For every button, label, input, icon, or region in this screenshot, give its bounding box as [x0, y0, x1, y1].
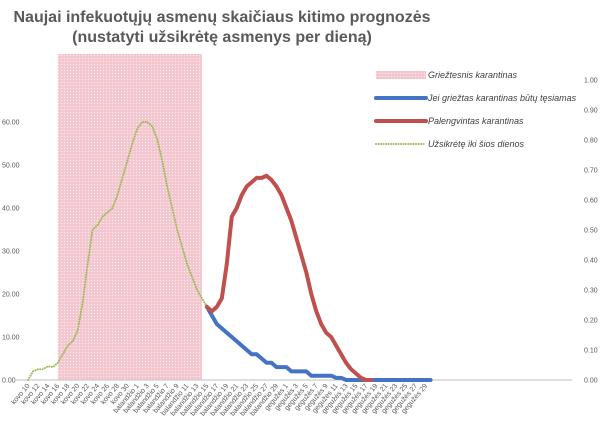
y2-tick-label: 0.90	[584, 108, 598, 115]
chart-title: Naujai infekuotųjų asmenų skaičiaus kiti…	[14, 9, 431, 46]
y2-tick-label: 0.70	[584, 168, 598, 175]
legend-swatch	[376, 71, 426, 79]
title-line-1: Naujai infekuotųjų asmenų skaičiaus kiti…	[14, 9, 431, 26]
quarantine-shaded-area	[57, 54, 202, 380]
y2-tick-label: 0.50	[584, 228, 598, 235]
y-tick-label: 60.00	[2, 120, 20, 127]
y-tick-label: 50.00	[2, 163, 20, 170]
series-layer	[27, 121, 433, 382]
y-tick-label: 40.00	[2, 206, 20, 213]
y2-tick-label: 0.30	[584, 288, 598, 295]
legend-label: Griežtesnis karantinas	[428, 70, 518, 80]
y-axis-right: 0.00 0.10 0.20 0.30 0.40 0.50 0.60 0.70 0.80 0.90…	[584, 78, 598, 385]
y2-tick-label: 0.20	[584, 318, 598, 325]
y-tick-label: 30.00	[2, 249, 20, 256]
y2-tick-label: 1.00	[584, 78, 598, 85]
series-line	[27, 121, 208, 381]
y-tick-label: 10.00	[2, 335, 20, 342]
y2-tick-label: 0.10	[584, 348, 598, 355]
legend-label: Užsikrėtę iki šios dienos	[428, 139, 525, 149]
title-line-2: (nustatyti užsikrėtę asmenys per dieną)	[72, 29, 372, 46]
y2-tick-label: 0.40	[584, 258, 598, 265]
y2-tick-label: 0.00	[584, 378, 598, 385]
legend-label: Palengvintas karantinas	[428, 116, 524, 126]
series-line	[204, 173, 373, 382]
y-axis-left: 0.00 10.00 20.00 30.00 40.00 50.00 60.00	[2, 120, 20, 385]
y2-tick-label: 0.80	[584, 138, 598, 145]
y-tick-label: 20.00	[2, 292, 20, 299]
y-tick-label: 0.00	[2, 378, 16, 385]
y2-tick-label: 0.60	[584, 198, 598, 205]
legend-label: Jei griežtas karantinas būtų tęsiamas	[427, 93, 577, 103]
legend: Griežtesnis karantinas Jei griežtas karan…	[374, 70, 577, 149]
